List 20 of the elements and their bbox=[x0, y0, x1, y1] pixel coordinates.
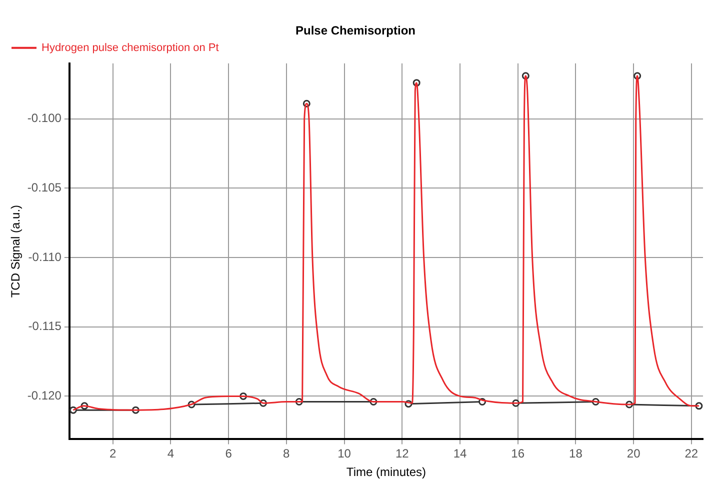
chart-title: Pulse Chemisorption bbox=[295, 24, 416, 38]
x-tick-label: 2 bbox=[109, 446, 116, 461]
x-tick-label: 6 bbox=[225, 446, 232, 461]
x-axis-title: Time (minutes) bbox=[346, 465, 426, 480]
x-tick-label: 20 bbox=[626, 446, 641, 461]
y-tick-label: -0.110 bbox=[28, 250, 62, 264]
x-tick-label: 10 bbox=[338, 446, 352, 461]
x-tick-label: 4 bbox=[167, 446, 174, 461]
x-tick-label: 8 bbox=[283, 446, 290, 461]
y-tick-label: -0.115 bbox=[28, 319, 62, 334]
y-tick-label: -0.120 bbox=[27, 388, 62, 403]
x-tick-label: 18 bbox=[569, 446, 583, 461]
y-tick-label: -0.100 bbox=[27, 111, 62, 126]
x-tick-label: 22 bbox=[684, 446, 698, 461]
y-axis-title: TCD Signal (a.u.) bbox=[8, 204, 23, 298]
x-tick-label: 16 bbox=[511, 446, 525, 461]
x-tick-label: 12 bbox=[395, 446, 410, 461]
x-tick-label: 14 bbox=[453, 446, 467, 461]
legend-label: Hydrogen pulse chemisorption on Pt bbox=[42, 42, 219, 54]
y-tick-label: -0.105 bbox=[27, 180, 62, 195]
